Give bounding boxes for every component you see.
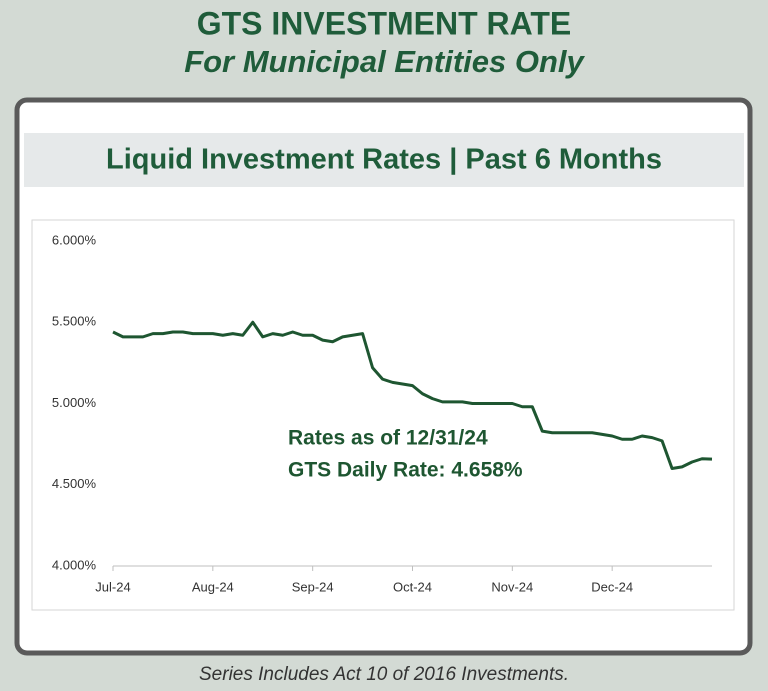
- y-tick-label: 4.000%: [52, 557, 97, 572]
- y-tick-label: 5.000%: [52, 395, 97, 410]
- x-tick-label: Nov-24: [491, 579, 533, 594]
- chart-subtitle: For Municipal Entities Only: [184, 44, 585, 79]
- footer: Series Includes Act 10 of 2016 Investmen…: [199, 664, 569, 685]
- line: [112, 320, 713, 470]
- x-tick-label: Oct-24: [393, 579, 432, 594]
- y-tick-label: 4.500%: [52, 476, 97, 491]
- panel-title: Liquid Investment Rates | Past 6 Months: [106, 144, 662, 176]
- plot-frame: [31, 219, 735, 611]
- x-tick-label: Dec-24: [591, 579, 633, 594]
- chart-title: GTS INVESTMENT RATE: [197, 5, 572, 41]
- x-tick-label: Jul-24: [95, 579, 130, 594]
- y-tick-label: 5.500%: [52, 314, 97, 329]
- y-tick-label: 6.000%: [52, 232, 97, 247]
- x-tick-label: Aug-24: [192, 579, 234, 594]
- annotation: GTS Daily Rate: 4.658%: [288, 459, 523, 482]
- panel-header: [24, 133, 744, 187]
- annotation: Rates as of 12/31/24: [288, 427, 488, 450]
- x-tick-label: Sep-24: [292, 579, 334, 594]
